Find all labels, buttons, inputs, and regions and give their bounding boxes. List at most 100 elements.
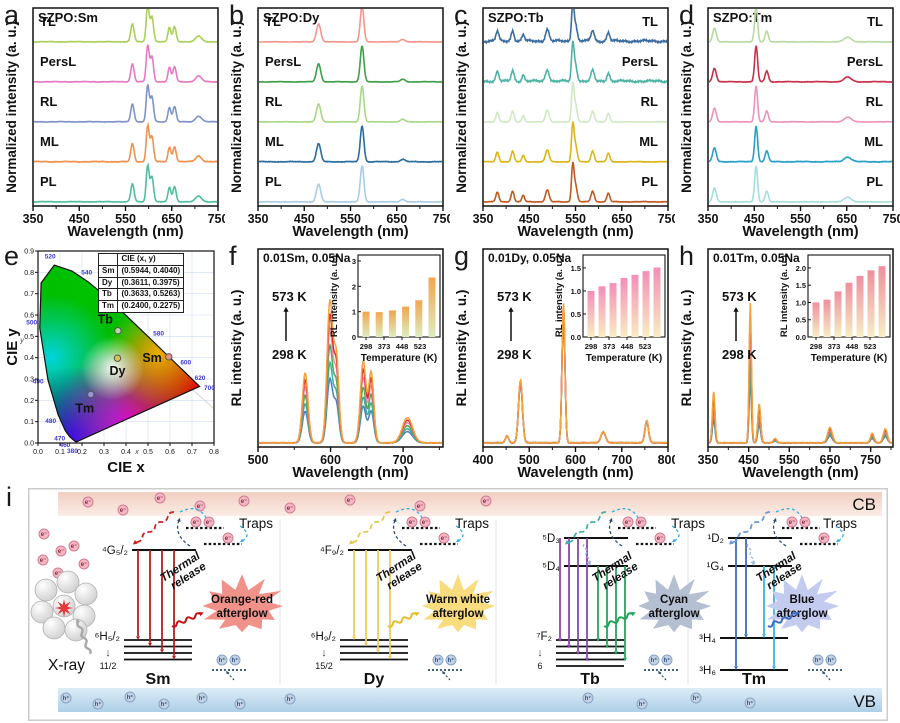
- rl-plot-g: 400 500 600 700 800 Wavelength (nm) RL intensi…: [450, 241, 678, 481]
- afterglow-starburst: [202, 574, 284, 633]
- afterglow-starburst: [422, 574, 496, 633]
- hole-icon: [648, 654, 660, 666]
- electron-symbol: e⁻: [193, 520, 200, 526]
- hole-arrow: [226, 671, 235, 681]
- hole-symbol: h⁺: [585, 695, 592, 702]
- annotation-low-temp: 298 K: [497, 347, 532, 362]
- curve-RL: [34, 84, 217, 124]
- phosphor-sphere: [56, 570, 80, 594]
- x-tick-label: 650: [161, 212, 182, 226]
- wavy-arrow: [567, 511, 607, 543]
- curve-PersL: [34, 44, 217, 84]
- x-tick-label: 650: [611, 212, 632, 226]
- panel-a: a 350 450 550 650 750 Wavelength (nm) Normaliz…: [0, 0, 228, 240]
- x-tick-label: 0.6: [165, 449, 175, 456]
- arrowhead: [132, 539, 138, 545]
- arrowhead: [172, 655, 176, 660]
- curves: [484, 9, 667, 204]
- y-tick-label: 0.5: [24, 334, 34, 341]
- hole-icon: [229, 654, 241, 666]
- curve-ML: [484, 121, 667, 164]
- electron-icon: [82, 496, 94, 508]
- electron-icon: [78, 558, 90, 570]
- vb-label: VB: [853, 692, 876, 711]
- arrowhead: [198, 612, 204, 617]
- x-tick-label: 550: [565, 212, 586, 226]
- hole-icon: [690, 692, 702, 704]
- cb-label: CB: [852, 495, 876, 514]
- temp-curve-5: [709, 302, 892, 445]
- excited-level-label: ⁵D₃: [542, 533, 560, 545]
- annotation-low-temp: 298 K: [722, 347, 757, 362]
- arrowhead: [794, 612, 800, 617]
- arrowhead: [456, 538, 460, 542]
- wavy-arrow: [171, 612, 201, 628]
- x-tick-label: 0.1: [55, 449, 65, 456]
- arrowhead: [596, 638, 600, 642]
- cie-table-cell: Dy: [97, 276, 119, 290]
- cie-table: CIE (x, y) Sm (0.5944, 0.4040) Dy (0.3611, 0…: [97, 253, 185, 313]
- valence-band: [58, 688, 882, 712]
- curve-label-ML: ML: [265, 134, 284, 149]
- electron-icon: [344, 494, 356, 506]
- inset-bar: [878, 266, 886, 337]
- spectra-svg-b: 350 450 550 650 750 Wavelength (nm) Normalized…: [229, 7, 453, 240]
- arrowhead: [388, 655, 392, 660]
- cie-point-label-Tm: Tm: [75, 401, 94, 415]
- inset-x-tick-label: 523: [864, 342, 877, 351]
- panel-letter-b: b: [229, 0, 245, 30]
- x-axis-title: Wavelength (nm): [517, 224, 633, 240]
- x-tick-label: 750: [433, 212, 450, 226]
- arrowhead: [772, 666, 776, 670]
- ground-sub-label: 11/2: [100, 661, 117, 671]
- curves: [484, 303, 667, 445]
- electron-symbol: e⁻: [441, 536, 448, 542]
- electron-symbol: e⁻: [120, 508, 127, 514]
- inset-x-tick-label: 298: [810, 342, 823, 351]
- curves: [709, 302, 892, 445]
- arrowhead: [148, 642, 152, 647]
- arrowhead: [585, 657, 589, 662]
- cie-table-cell: (0.3633, 0.5263): [117, 288, 185, 302]
- hole-symbol: h⁺: [219, 657, 226, 664]
- electron-icon: [786, 516, 798, 528]
- xray-label: X-ray: [48, 657, 85, 674]
- excited-level-label: ¹G₄: [707, 561, 725, 573]
- hole-icon: [636, 698, 648, 710]
- hole-symbol: h⁺: [651, 657, 658, 664]
- x-tick-label: 650: [836, 212, 857, 226]
- y-tick-label: 0.7: [24, 291, 34, 298]
- y-axis-title: Normalized intensity (a. u.): [454, 21, 469, 193]
- traps-label: Traps: [671, 516, 705, 531]
- plot-frame: [257, 7, 444, 207]
- x-tick-label: 0.2: [77, 449, 87, 456]
- curve-label-ML: ML: [864, 134, 883, 149]
- cie-table-cell: (0.3611, 0.3975): [117, 276, 185, 290]
- arrowhead: [630, 612, 636, 617]
- y-tick-label: 0.3: [24, 377, 34, 384]
- annotation-high-temp: 573 K: [722, 289, 757, 304]
- hole-symbol: h⁺: [435, 657, 442, 664]
- inner-y-letter: y: [19, 338, 24, 345]
- arrowhead: [348, 539, 354, 545]
- inset-bar: [823, 299, 831, 337]
- inset-x-tick-label: 298: [360, 342, 373, 351]
- x-tick-label: 450: [519, 212, 540, 226]
- spectra-plot-a: 350 450 550 650 750 Wavelength (nm) Normalized…: [0, 0, 228, 240]
- x-axis-title: Wavelength (nm): [517, 465, 633, 481]
- curve-TL: [484, 9, 667, 45]
- ground-range-arrow: ↓: [105, 647, 111, 659]
- trap-transfer-arrow: [775, 508, 805, 523]
- annotation-high-temp: 573 K: [272, 289, 307, 304]
- curve-label-RL: RL: [641, 94, 658, 109]
- y-axis-title: Normalized intensity (a. u.): [229, 21, 244, 193]
- electron-icon: [635, 516, 647, 528]
- temp-curve-5: [259, 299, 442, 444]
- arrowhead: [376, 649, 380, 653]
- locus-wavelength-label: 580: [153, 330, 164, 337]
- electron-symbol: e⁻: [802, 520, 809, 526]
- electron-symbol: e⁻: [55, 571, 62, 577]
- electron-icon: [799, 516, 811, 528]
- electron-icon: [37, 554, 49, 566]
